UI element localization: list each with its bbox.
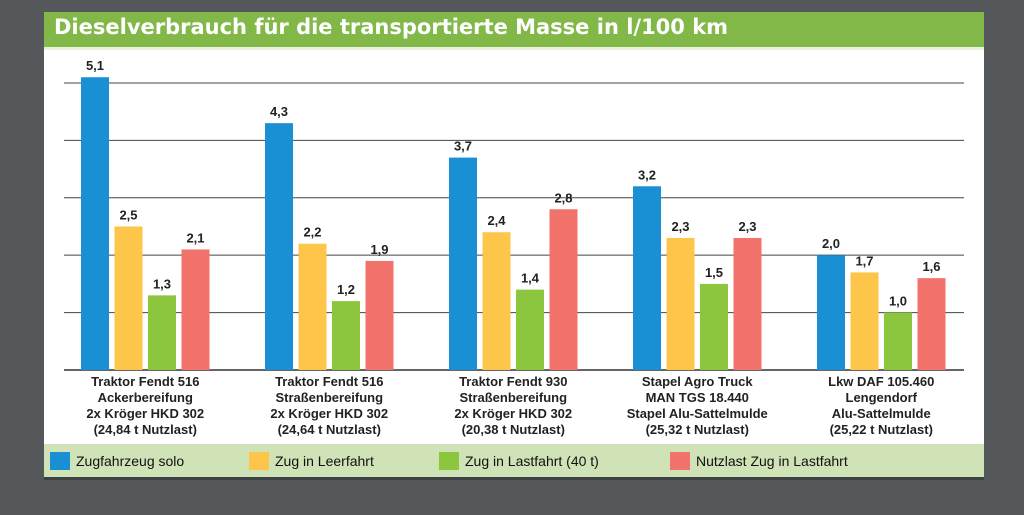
data-label: 2,8 (554, 190, 572, 205)
data-label: 1,7 (855, 253, 873, 268)
legend-swatch (249, 452, 269, 470)
data-label: 2,5 (119, 207, 137, 222)
legend-swatch (670, 452, 690, 470)
data-label: 1,6 (922, 259, 940, 274)
bar (365, 260, 394, 370)
bar (700, 283, 728, 370)
category-label-line: Ackerbereifung (97, 390, 193, 405)
legend-label: Zugfahrzeug solo (76, 453, 185, 469)
bar (884, 312, 912, 370)
category-label-line: (20,38 t Nutzlast) (461, 422, 565, 437)
category-label-line: Stapel Agro Truck (641, 374, 753, 389)
bar (917, 278, 946, 370)
bar (850, 272, 879, 370)
legend-label: Zug in Lastfahrt (40 t) (465, 453, 599, 469)
bar (114, 226, 143, 370)
title-underline (44, 47, 984, 50)
chart-title: Dieselverbrauch für die transportierte M… (54, 15, 729, 39)
category-label: Traktor Fendt 516 Straßenbereifung 2x Krög… (239, 374, 419, 438)
data-label: 3,7 (454, 139, 472, 154)
data-label: 2,2 (303, 225, 321, 240)
legend: Zugfahrzeug solo Zug in Leerfahrt Zug in L… (44, 444, 984, 477)
title-bar: Dieselverbrauch für die transportierte M… (44, 12, 984, 47)
data-label: 1,3 (153, 276, 171, 291)
data-label: 1,5 (705, 265, 723, 280)
category-label: Traktor Fendt 930 Straßenbereifung 2x Krög… (423, 374, 603, 438)
bar (516, 289, 544, 370)
bar (482, 232, 511, 370)
category-label: Lkw DAF 105.460 Lengendorf Alu-Sattelmulde… (791, 374, 971, 438)
data-label: 2,0 (822, 236, 840, 251)
data-label: 2,3 (738, 219, 756, 234)
data-label: 2,3 (671, 219, 689, 234)
legend-label: Zug in Leerfahrt (275, 453, 374, 469)
bar (733, 237, 762, 370)
category-label: Stapel Agro Truck MAN TGS 18.440 Stapel Al… (607, 374, 787, 438)
category-label-line: (25,22 t Nutzlast) (829, 422, 933, 437)
card-shadow (44, 477, 984, 480)
category-label-line: Traktor Fendt 516 (91, 374, 200, 389)
legend-swatch (50, 452, 70, 470)
category-label-line: 2x Kröger HKD 302 (454, 406, 573, 421)
data-label: 2,4 (487, 213, 506, 228)
category-label-line: (24,84 t Nutzlast) (93, 422, 197, 437)
bar (81, 77, 109, 370)
data-label: 5,1 (86, 58, 104, 73)
bar (633, 186, 661, 370)
bar (181, 249, 210, 370)
data-label: 1,2 (337, 282, 355, 297)
bar (148, 295, 176, 370)
bar (817, 255, 845, 370)
category-label-line: Lengendorf (845, 390, 918, 405)
bar (449, 157, 477, 370)
category-label-line: 2x Kröger HKD 302 (270, 406, 389, 421)
data-label: 4,3 (270, 104, 288, 119)
category-label-line: Lkw DAF 105.460 (828, 374, 935, 389)
bar (298, 243, 327, 370)
legend-swatch (439, 452, 459, 470)
legend-label: Nutzlast Zug in Lastfahrt (696, 453, 848, 469)
bar (265, 123, 293, 370)
category-label-line: (24,64 t Nutzlast) (277, 422, 381, 437)
data-label: 2,1 (186, 230, 204, 245)
category-label: Traktor Fendt 516 Ackerbereifung 2x Kröger… (55, 374, 235, 438)
bar (666, 237, 695, 370)
category-label-line: Traktor Fendt 516 (275, 374, 384, 389)
category-label-line: 2x Kröger HKD 302 (86, 406, 205, 421)
category-label-line: Stapel Alu-Sattelmulde (626, 406, 768, 421)
data-label: 3,2 (638, 167, 656, 182)
category-label-line: Alu-Sattelmulde (831, 406, 931, 421)
bar (332, 301, 360, 370)
data-label: 1,4 (521, 271, 540, 286)
category-label-line: Traktor Fendt 930 (459, 374, 568, 389)
category-label-line: Straßenbereifung (275, 390, 384, 405)
data-label: 1,0 (889, 294, 907, 309)
chart-card: Dieselverbrauch für die transportierte M… (44, 12, 984, 477)
category-label-line: (25,32 t Nutzlast) (645, 422, 749, 437)
bar-chart-plot: 5,1 4,3 3,7 3,2 2,0 2,5 2,2 2,4 2,3 1,7 1,3 1,2 1,4 1… (64, 58, 964, 371)
data-label: 1,9 (370, 242, 388, 257)
category-label-line: Straßenbereifung (459, 390, 568, 405)
category-label-line: MAN TGS 18.440 (645, 390, 749, 405)
bar (549, 209, 578, 370)
